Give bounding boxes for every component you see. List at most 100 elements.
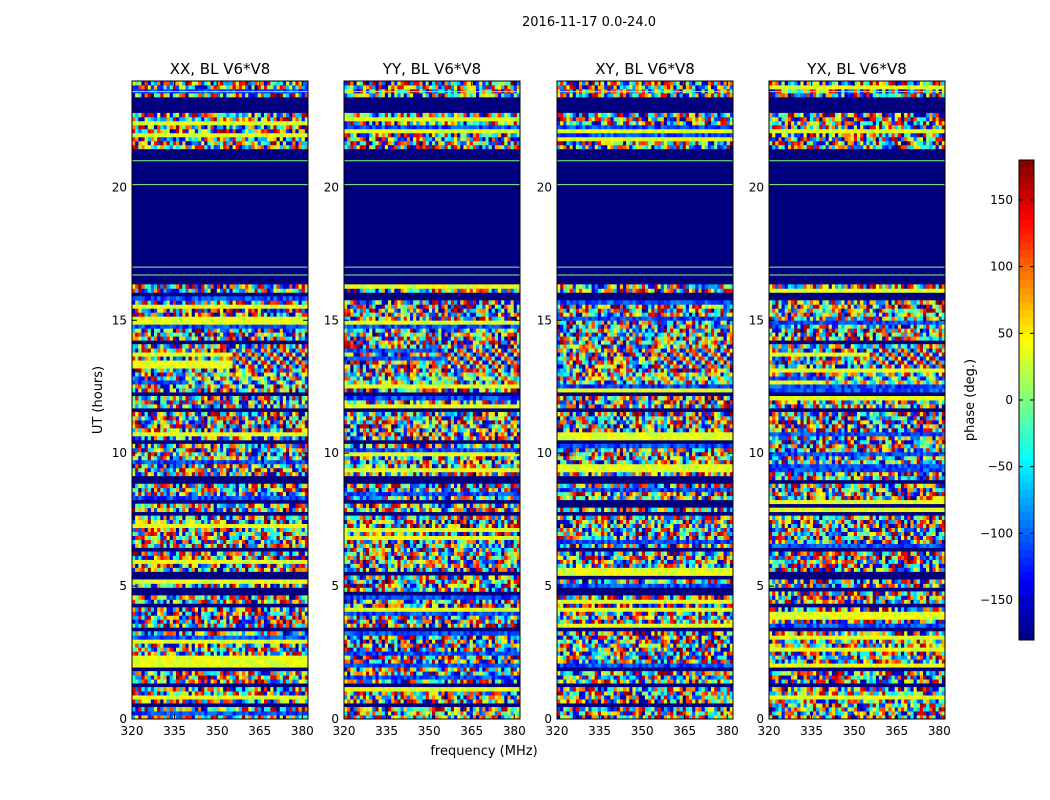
- heatmap-cell: [279, 316, 284, 321]
- heatmap-cell: [298, 403, 303, 409]
- heatmap-cell: [242, 651, 246, 656]
- heatmap-cell: [223, 663, 227, 668]
- heatmap-cell: [191, 352, 196, 357]
- heatmap-cell: [157, 555, 161, 560]
- heatmap-cell: [216, 527, 221, 532]
- heatmap-cell: [229, 419, 233, 425]
- heatmap-cell: [138, 563, 142, 568]
- heatmap-cell: [295, 403, 299, 409]
- heatmap-cell: [229, 368, 233, 373]
- heatmap-cell: [179, 671, 183, 676]
- heatmap-cell: [289, 332, 293, 337]
- heatmap-cell: [232, 352, 237, 357]
- heatmap-cell: [270, 615, 274, 620]
- heatmap-cell: [147, 348, 152, 353]
- heatmap-cell: [154, 388, 158, 393]
- heatmap-cell: [232, 308, 237, 313]
- heatmap-cell: [216, 411, 221, 417]
- heatmap-cell: [176, 400, 180, 405]
- heatmap-cell: [135, 695, 139, 700]
- heatmap-cell: [264, 655, 268, 660]
- heatmap-cell: [188, 687, 193, 692]
- heatmap-cell: [279, 411, 284, 417]
- heatmap-cell: [257, 352, 262, 357]
- heatmap-cell: [232, 671, 237, 676]
- heatmap-cell: [157, 663, 161, 668]
- heatmap-cell: [207, 715, 211, 720]
- heatmap-cell: [273, 304, 277, 309]
- heatmap-cell: [292, 455, 296, 461]
- heatmap-cell: [295, 491, 299, 497]
- heatmap-cell: [210, 396, 215, 401]
- heatmap-cell: [198, 459, 202, 465]
- heatmap-cell: [172, 707, 177, 712]
- heatmap-cell: [141, 328, 145, 333]
- heatmap-cell: [254, 403, 259, 409]
- heatmap-cell: [144, 519, 149, 525]
- heatmap-cell: [182, 535, 186, 540]
- heatmap-cell: [295, 400, 299, 405]
- heatmap-row: [132, 423, 309, 429]
- heatmap-cell: [276, 559, 281, 564]
- heatmap-cell: [295, 411, 299, 417]
- heatmap-cell: [163, 384, 167, 389]
- heatmap-cell: [279, 567, 284, 572]
- heatmap-cell: [232, 447, 237, 453]
- heatmap-cell: [282, 491, 287, 497]
- heatmap-cell: [232, 663, 237, 668]
- heatmap-cell: [191, 308, 196, 313]
- heatmap-cell: [188, 463, 193, 469]
- heatmap-cell: [150, 316, 155, 321]
- heatmap-cell: [295, 695, 299, 700]
- heatmap-cell: [286, 663, 290, 668]
- heatmap-cell: [191, 615, 196, 620]
- heatmap-cell: [242, 320, 246, 325]
- heatmap-cell: [132, 679, 136, 684]
- heatmap-cell: [226, 415, 230, 421]
- heatmap-cell: [201, 312, 205, 317]
- heatmap-cell: [185, 396, 189, 401]
- heatmap-cell: [251, 515, 255, 521]
- heatmap-cell: [176, 431, 180, 437]
- heatmap-cell: [229, 372, 233, 377]
- heatmap-cell: [188, 659, 193, 664]
- heatmap-cell: [245, 312, 249, 317]
- heatmap-cell: [264, 635, 268, 640]
- heatmap-cell: [135, 463, 139, 469]
- heatmap-cell: [185, 655, 189, 660]
- heatmap-cell: [185, 715, 189, 720]
- heatmap-cell: [176, 611, 180, 616]
- heatmap-cell: [223, 643, 227, 648]
- heatmap-cell: [304, 531, 309, 536]
- heatmap-cell: [298, 336, 303, 341]
- heatmap-cell: [207, 551, 211, 556]
- heatmap-cell: [264, 348, 268, 353]
- heatmap-cell: [207, 495, 211, 501]
- heatmap-cell: [144, 523, 149, 528]
- heatmap-cell: [213, 631, 218, 636]
- heatmap-cell: [229, 619, 233, 624]
- heatmap-cell: [301, 356, 306, 361]
- heatmap-cell: [169, 635, 174, 640]
- heatmap-cell: [198, 583, 202, 588]
- heatmap-cell: [210, 491, 215, 497]
- heatmap-cell: [298, 356, 303, 361]
- heatmap-cell: [204, 631, 208, 636]
- heatmap-cell: [235, 300, 240, 305]
- heatmap-cell: [150, 539, 155, 544]
- heatmap-cell: [213, 384, 218, 389]
- heatmap-cell: [242, 699, 246, 704]
- heatmap-cell: [150, 555, 155, 560]
- heatmap-cell: [242, 675, 246, 680]
- heatmap-cell: [194, 607, 199, 612]
- heatmap-cell: [147, 559, 152, 564]
- heatmap-cell: [188, 539, 193, 544]
- heatmap-cell: [286, 316, 290, 321]
- heatmap-cell: [292, 503, 296, 509]
- heatmap-cell: [254, 647, 259, 652]
- heatmap-cell: [176, 679, 180, 684]
- heatmap-cell: [220, 647, 224, 652]
- heatmap-cell: [279, 631, 284, 636]
- heatmap-cell: [270, 543, 274, 548]
- heatmap-cell: [242, 328, 246, 333]
